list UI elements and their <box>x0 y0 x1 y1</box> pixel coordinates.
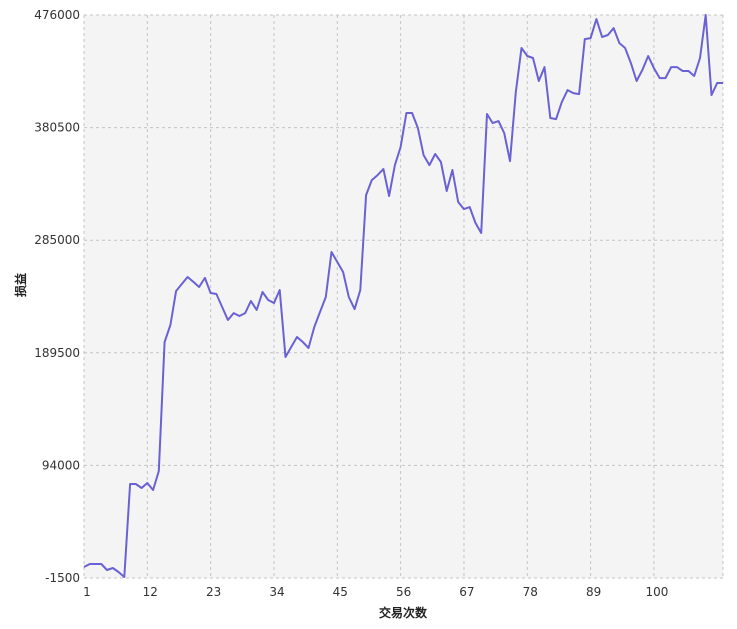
y-axis-title: 损益 <box>13 273 28 297</box>
x-tick-label: 45 <box>333 585 348 599</box>
x-tick-label: 12 <box>143 585 158 599</box>
x-tick-label: 34 <box>269 585 284 599</box>
x-tick-label: 23 <box>206 585 221 599</box>
y-tick-label: 380500 <box>34 121 80 135</box>
y-tick-label: -1500 <box>45 571 80 585</box>
x-tick-label: 67 <box>459 585 474 599</box>
x-tick-label: 56 <box>396 585 411 599</box>
x-tick-label: 78 <box>523 585 538 599</box>
x-tick-label: 1 <box>83 585 91 599</box>
y-tick-label: 285000 <box>34 233 80 247</box>
y-axis: -1500 94000 189500 285000 380500 476000 <box>34 8 80 585</box>
x-tick-label: 89 <box>586 585 601 599</box>
y-tick-label: 476000 <box>34 8 80 22</box>
y-tick-label: 94000 <box>42 458 80 472</box>
plot-area <box>84 15 723 578</box>
x-axis-title: 交易次数 <box>379 605 428 620</box>
x-axis: 1 12 23 34 45 56 67 78 89 100 <box>83 585 668 599</box>
series-line <box>83 14 723 578</box>
x-tick-label: 100 <box>645 585 668 599</box>
y-tick-label: 189500 <box>34 346 80 360</box>
